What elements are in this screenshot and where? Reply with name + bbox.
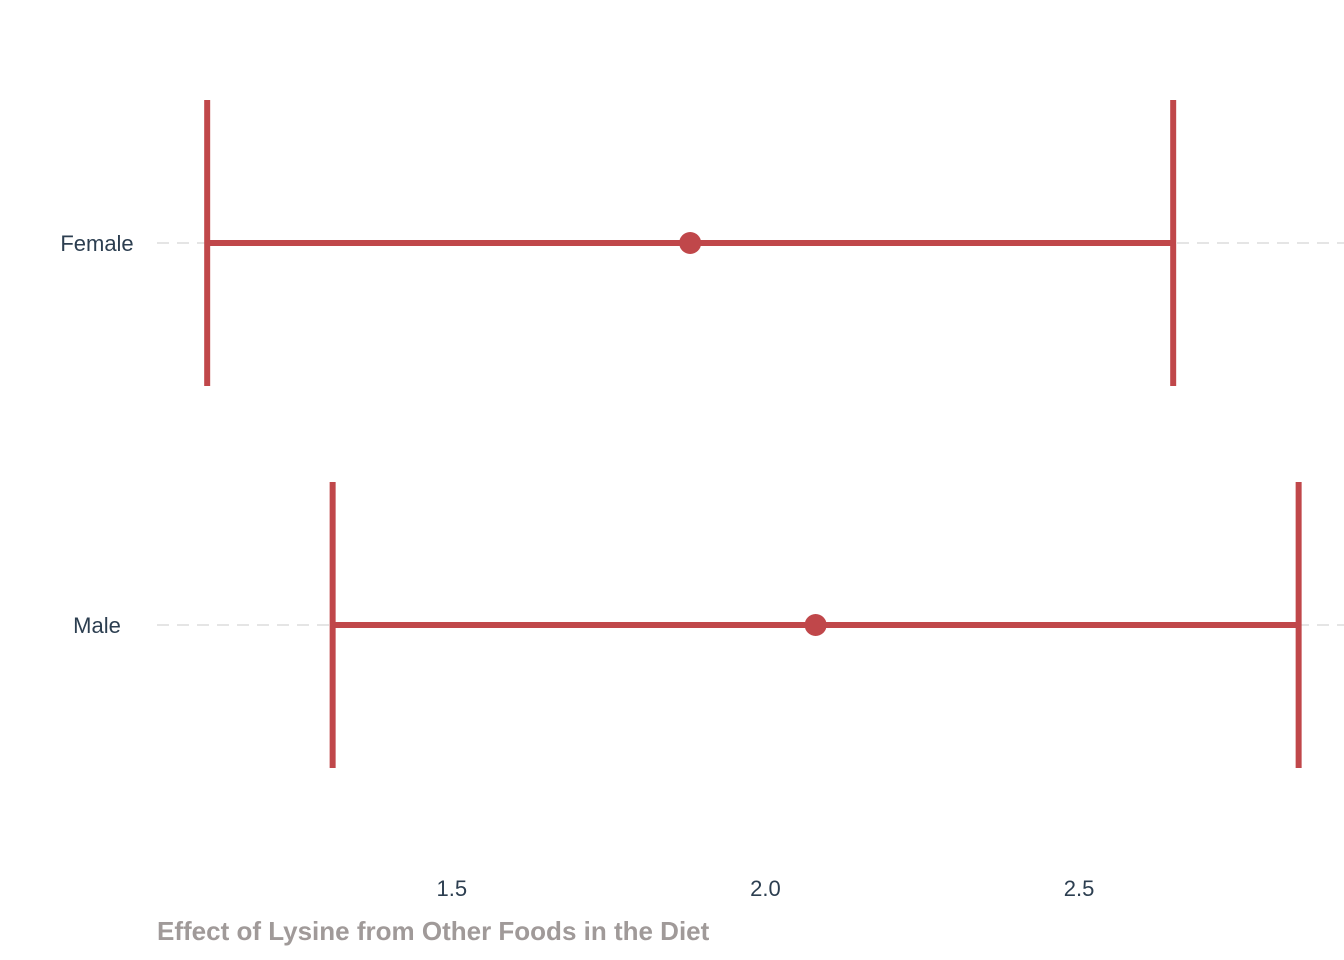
point-estimate-female <box>679 232 702 254</box>
point-estimate-male <box>804 614 827 636</box>
error-bars <box>204 100 1302 768</box>
x-axis-title: Effect of Lysine from Other Foods in the… <box>157 916 710 946</box>
y-tick-label-female: Female <box>60 231 133 256</box>
y-axis-labels: Female Male <box>60 231 133 638</box>
y-tick-label-male: Male <box>73 613 121 638</box>
x-axis-labels: 1.5 2.0 2.5 <box>437 876 1095 901</box>
x-tick-label: 1.5 <box>437 876 468 901</box>
x-tick-label: 2.0 <box>750 876 781 901</box>
x-tick-label: 2.5 <box>1064 876 1095 901</box>
